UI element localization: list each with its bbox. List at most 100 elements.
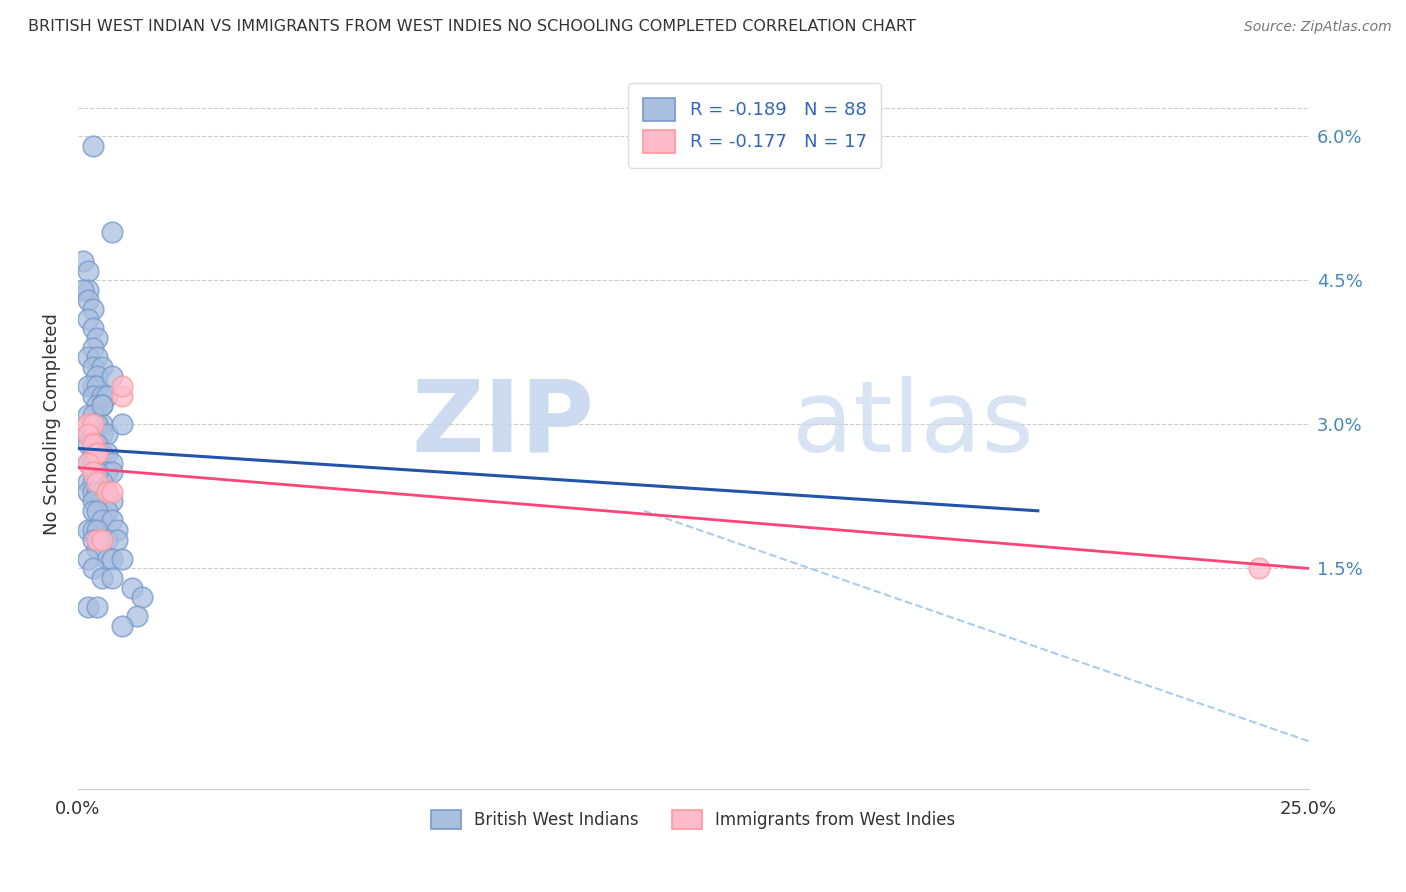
Point	[82, 321, 104, 335]
Point	[86, 398, 108, 412]
Point	[82, 446, 104, 460]
Point	[82, 523, 104, 537]
Point	[86, 504, 108, 518]
Point	[82, 533, 104, 547]
Point	[91, 571, 114, 585]
Point	[76, 436, 98, 450]
Point	[121, 581, 143, 595]
Point	[86, 350, 108, 364]
Point	[91, 446, 114, 460]
Point	[91, 475, 114, 489]
Point	[96, 551, 118, 566]
Point	[111, 417, 134, 432]
Point	[96, 427, 118, 442]
Point	[86, 331, 108, 345]
Point	[105, 523, 128, 537]
Point	[91, 359, 114, 374]
Point	[91, 417, 114, 432]
Point	[76, 283, 98, 297]
Point	[76, 293, 98, 307]
Point	[91, 398, 114, 412]
Point	[86, 417, 108, 432]
Point	[96, 446, 118, 460]
Point	[111, 379, 134, 393]
Point	[82, 302, 104, 317]
Point	[96, 389, 118, 403]
Point	[82, 436, 104, 450]
Point	[76, 475, 98, 489]
Text: ZIP: ZIP	[412, 376, 595, 473]
Point	[82, 417, 104, 432]
Point	[91, 398, 114, 412]
Point	[96, 484, 118, 499]
Point	[101, 494, 124, 508]
Point	[101, 513, 124, 527]
Point	[91, 389, 114, 403]
Point	[76, 408, 98, 422]
Point	[91, 494, 114, 508]
Text: BRITISH WEST INDIAN VS IMMIGRANTS FROM WEST INDIES NO SCHOOLING COMPLETED CORREL: BRITISH WEST INDIAN VS IMMIGRANTS FROM W…	[28, 20, 915, 34]
Point	[101, 484, 124, 499]
Point	[86, 369, 108, 384]
Point	[101, 456, 124, 470]
Point	[82, 466, 104, 480]
Point	[82, 436, 104, 450]
Point	[76, 379, 98, 393]
Point	[86, 542, 108, 557]
Point	[76, 427, 98, 442]
Point	[86, 533, 108, 547]
Point	[125, 609, 148, 624]
Point	[96, 504, 118, 518]
Point	[82, 475, 104, 489]
Point	[76, 523, 98, 537]
Point	[86, 475, 108, 489]
Point	[1249, 561, 1271, 575]
Point	[82, 484, 104, 499]
Point	[91, 513, 114, 527]
Point	[111, 551, 134, 566]
Point	[82, 456, 104, 470]
Point	[111, 619, 134, 633]
Point	[86, 523, 108, 537]
Point	[82, 341, 104, 355]
Point	[101, 466, 124, 480]
Point	[82, 139, 104, 153]
Point	[76, 456, 98, 470]
Y-axis label: No Schooling Completed: No Schooling Completed	[44, 313, 60, 535]
Point	[101, 369, 124, 384]
Point	[105, 533, 128, 547]
Point	[82, 494, 104, 508]
Point	[76, 551, 98, 566]
Point	[86, 446, 108, 460]
Point	[131, 591, 153, 605]
Point	[86, 436, 108, 450]
Point	[86, 466, 108, 480]
Point	[86, 466, 108, 480]
Point	[72, 283, 94, 297]
Point	[76, 264, 98, 278]
Point	[91, 427, 114, 442]
Point	[82, 427, 104, 442]
Point	[82, 379, 104, 393]
Point	[76, 311, 98, 326]
Point	[101, 226, 124, 240]
Point	[82, 417, 104, 432]
Point	[86, 446, 108, 460]
Point	[96, 533, 118, 547]
Point	[82, 389, 104, 403]
Point	[82, 561, 104, 575]
Point	[101, 571, 124, 585]
Point	[86, 417, 108, 432]
Point	[76, 350, 98, 364]
Point	[96, 466, 118, 480]
Point	[91, 533, 114, 547]
Point	[82, 436, 104, 450]
Point	[86, 475, 108, 489]
Point	[86, 379, 108, 393]
Point	[76, 484, 98, 499]
Point	[76, 456, 98, 470]
Point	[82, 408, 104, 422]
Point	[101, 551, 124, 566]
Point	[82, 504, 104, 518]
Point	[76, 427, 98, 442]
